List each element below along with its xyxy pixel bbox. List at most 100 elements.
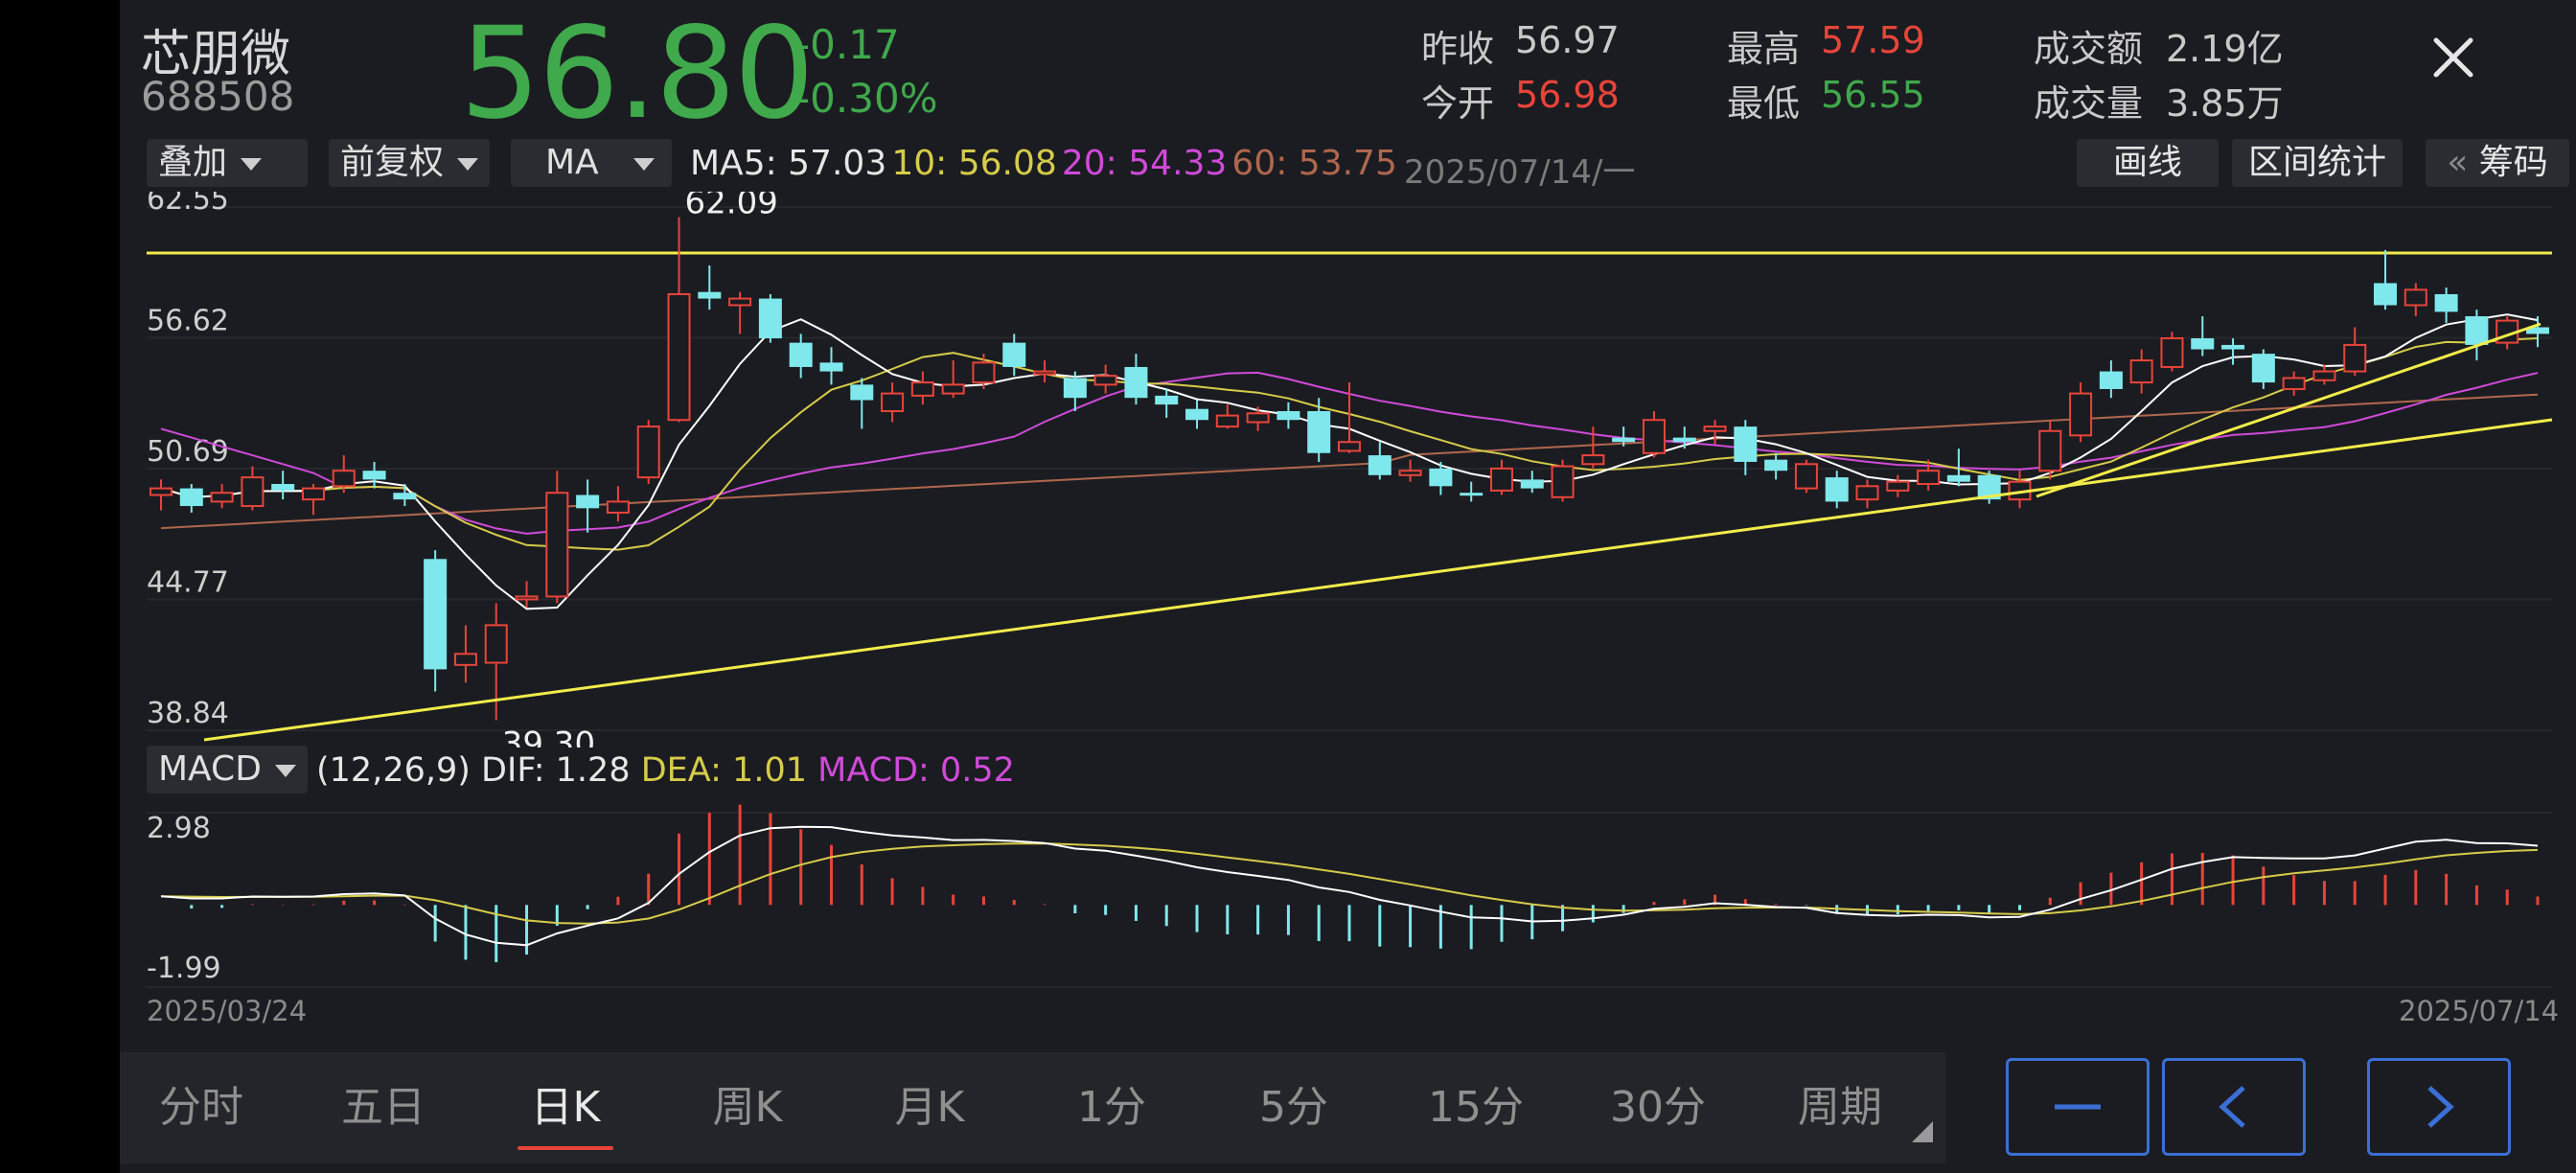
candle-body <box>241 476 264 508</box>
candle-body <box>819 362 843 372</box>
tab-2[interactable]: 日K <box>530 1083 601 1132</box>
candle-body <box>1825 477 1849 502</box>
candle-body <box>1946 474 1970 482</box>
candle <box>1612 426 1636 447</box>
candle <box>2008 471 2032 509</box>
candle <box>636 420 660 485</box>
chips-label: 筹码 <box>2478 143 2548 182</box>
candle-body <box>484 624 508 664</box>
dea-line <box>160 842 2539 925</box>
zoom-out-button[interactable] <box>2006 1058 2150 1156</box>
tab-5[interactable]: 1分 <box>1077 1083 1146 1132</box>
volume-label: 成交量 <box>2034 82 2144 125</box>
candle-body <box>301 487 325 501</box>
candle <box>210 484 234 509</box>
tab-7[interactable]: 15分 <box>1428 1083 1524 1132</box>
candle-body <box>1124 366 1148 399</box>
candle <box>1185 400 1209 429</box>
minus-icon <box>2055 1104 2101 1110</box>
candle <box>150 479 172 511</box>
candle <box>1033 360 1057 383</box>
tab-4[interactable]: 月K <box>894 1083 965 1132</box>
candle-body <box>1612 437 1636 443</box>
period-tabbar: 分时 五日 日K 周K 月K 1分 5分 15分 30分 周期 <box>120 1052 1945 1163</box>
candle <box>241 466 264 511</box>
tab-6[interactable]: 5分 <box>1259 1083 1328 1132</box>
candle-body <box>210 492 234 503</box>
candle <box>179 484 203 513</box>
candlestick-chart[interactable]: 62.55 56.62 50.69 44.77 38.84 62.09 39.30 <box>120 192 2576 748</box>
candle-body <box>1307 411 1331 453</box>
macd-dropdown[interactable]: MACD <box>147 746 308 794</box>
candle-body <box>1734 426 1758 462</box>
tab-0[interactable]: 分时 <box>159 1083 243 1132</box>
tab-8[interactable]: 30分 <box>1610 1083 1706 1132</box>
chevron-down-icon <box>457 157 479 171</box>
close-icon[interactable] <box>2425 29 2482 86</box>
scroll-left-button[interactable] <box>2162 1058 2306 1156</box>
candle-body <box>1063 378 1087 399</box>
candle-body <box>545 492 569 598</box>
ma5-value: MA5: 57.03 <box>690 144 887 183</box>
candle-body <box>362 471 386 480</box>
prev-close-value: 56.97 <box>1515 19 1620 61</box>
candle <box>2404 283 2427 316</box>
candle <box>2221 338 2245 365</box>
candle <box>789 334 813 379</box>
app-root: 芯朋微 688508 56.80 -0.17 -0.30% 昨收 56.97 今… <box>120 0 2576 1173</box>
macd-chart[interactable]: 2.98 -1.99 <box>120 795 2576 997</box>
resize-corner-icon <box>1912 1121 1933 1142</box>
candle <box>424 550 448 692</box>
ma-values: MA5: 57.03 10: 56.08 20: 54.33 60: 53.75 <box>690 144 1397 183</box>
candle <box>972 354 996 389</box>
candle-body <box>1155 395 1179 405</box>
candle <box>1460 481 1484 502</box>
candle-body <box>1917 470 1941 486</box>
dea-value: DEA: 1.01 <box>640 751 807 790</box>
turnover-label: 成交额 <box>2034 28 2144 70</box>
candle-body <box>1886 480 1910 492</box>
candle <box>301 484 325 516</box>
candle-body <box>881 392 905 413</box>
candle <box>393 484 417 507</box>
price-change-percent: -0.30% <box>795 75 938 122</box>
candle-body <box>150 487 172 496</box>
candle-body <box>1033 370 1057 376</box>
candle <box>1946 448 1970 487</box>
tab-9[interactable]: 周期 <box>1798 1083 1882 1132</box>
ma60-value: 60: 53.75 <box>1231 144 1397 183</box>
candle <box>1672 426 1696 449</box>
chips-button[interactable]: « 筹码 <box>2426 139 2569 187</box>
candle-body <box>1368 455 1392 475</box>
tab-1[interactable]: 五日 <box>341 1083 426 1132</box>
chevron-left-icon <box>2219 1086 2245 1128</box>
candle-body <box>2434 293 2458 312</box>
indicator-dropdown[interactable]: MA <box>511 139 672 187</box>
candle-body <box>1338 441 1361 452</box>
candle <box>1855 479 1879 509</box>
range-stats-button[interactable]: 区间统计 <box>2232 139 2403 187</box>
overlay-dropdown[interactable]: 叠加 <box>147 139 308 187</box>
stock-code: 688508 <box>141 73 295 120</box>
candle-body <box>667 292 691 422</box>
candle <box>2069 382 2093 443</box>
macd-bottom-tick: -1.99 <box>147 952 221 985</box>
low-label: 最低 <box>1727 82 1801 125</box>
candle-body <box>1764 459 1788 472</box>
candle <box>698 265 722 310</box>
candle <box>2434 288 2458 323</box>
adjust-dropdown[interactable]: 前复权 <box>329 139 490 187</box>
low-marker-label: 39.30 <box>502 724 595 748</box>
candle-body <box>850 384 874 401</box>
candle-body <box>1703 426 1727 432</box>
y-tick-label: 50.69 <box>147 435 229 469</box>
candle-body <box>1581 454 1605 466</box>
candle-body <box>636 426 660 479</box>
candle <box>1246 406 1270 431</box>
candle <box>1063 371 1087 412</box>
scroll-right-button[interactable] <box>2367 1058 2511 1156</box>
draw-line-button[interactable]: 画线 <box>2077 139 2219 187</box>
candle-body <box>393 493 417 500</box>
tab-3[interactable]: 周K <box>712 1083 783 1132</box>
candle <box>1489 459 1513 495</box>
